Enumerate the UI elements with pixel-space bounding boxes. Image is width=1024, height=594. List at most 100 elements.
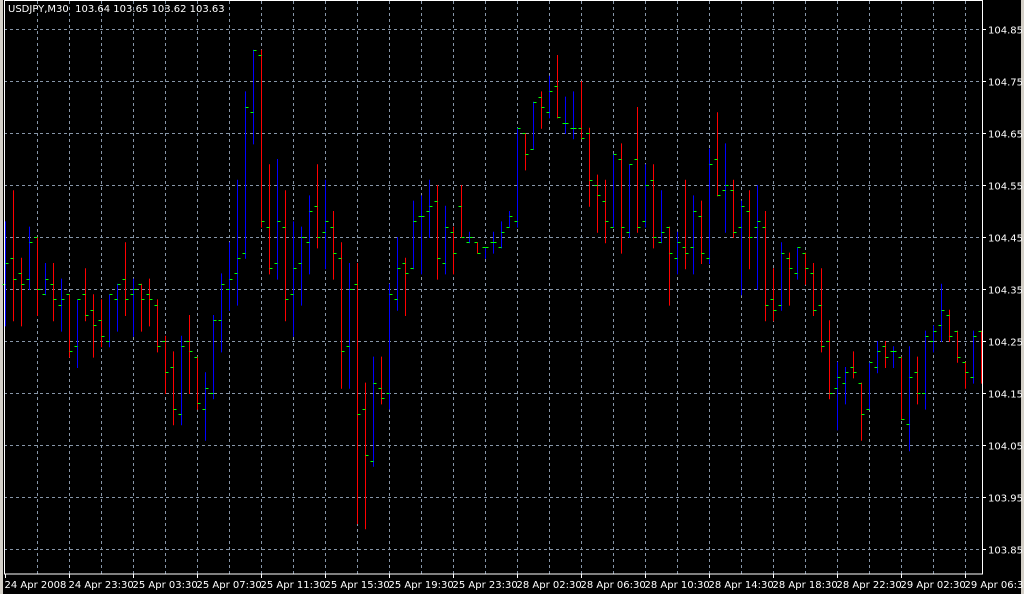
ohlc-bar	[114, 283, 121, 332]
ohlc-bar	[874, 341, 881, 374]
ohlc-bar	[394, 237, 401, 311]
ohlc-bar	[626, 164, 633, 238]
ohlc-bar	[562, 96, 569, 134]
ohlc-bar	[90, 294, 97, 358]
x-tick-label: 25 Apr 15:30	[325, 580, 390, 591]
ohlc-bar	[754, 185, 761, 290]
ohlc-bar	[530, 101, 537, 150]
x-tick-label: 28 Apr 10:30	[645, 580, 710, 591]
ohlc-bar	[346, 263, 353, 389]
window-frame-right	[1021, 0, 1024, 594]
ohlc-bar	[258, 49, 265, 228]
ohlc-bar	[834, 361, 841, 431]
ohlc-bar	[410, 200, 417, 270]
ohlc-bar	[298, 226, 305, 306]
ohlc-bar	[938, 283, 945, 342]
ohlc-bar	[26, 226, 33, 290]
ohlc-bar	[698, 200, 705, 264]
ohlc-bar	[946, 309, 953, 342]
ohlc-bar	[666, 226, 673, 306]
ohlc-bar	[842, 367, 849, 405]
x-tick-label: 28 Apr 18:30	[773, 580, 838, 591]
ohlc-bar	[66, 294, 73, 358]
x-tick-label: 25 Apr 11:30	[261, 580, 326, 591]
x-tick-label: 29 Apr 06:30	[965, 580, 1024, 591]
ohlc-bar	[658, 190, 665, 244]
y-tick-label: 104.15	[988, 390, 1023, 401]
ohlc-bar	[282, 190, 289, 322]
ohlc-bar	[154, 299, 161, 353]
x-tick-label: 25 Apr 19:30	[389, 580, 454, 591]
ohlc-bar	[170, 351, 177, 426]
ohlc-bar	[906, 346, 913, 452]
ohlc-bar	[218, 273, 225, 353]
ohlc-bar	[810, 263, 817, 316]
grid	[4, 1, 982, 574]
window-frame-left	[0, 0, 3, 594]
ohlc-bar	[274, 159, 281, 280]
ohlc-bar	[722, 143, 729, 233]
ohlc-bar	[178, 335, 185, 426]
ohlc-bar	[306, 195, 313, 275]
y-tick-label: 104.85	[988, 26, 1023, 37]
ohlc-bar	[418, 195, 425, 275]
ohlc-bar	[338, 242, 345, 389]
ohlc-bar	[706, 148, 713, 264]
ohlc-bar	[330, 211, 337, 280]
axes: 104.85 104.75 104.65 104.55 104.45 104.35 104.…	[4, 0, 1024, 591]
ohlc-bar	[194, 356, 201, 410]
y-tick-label: 104.55	[988, 182, 1023, 193]
ohlc-bar	[202, 372, 209, 441]
ohlc-bar	[634, 107, 641, 233]
ohlc-bar	[586, 127, 593, 207]
ohlc-bar	[98, 299, 105, 348]
ohlc-bar	[914, 356, 921, 405]
ohlc-bar	[802, 252, 809, 285]
ohlc-bar	[106, 294, 113, 348]
ohlc-bar	[2, 221, 9, 327]
ohlc-bar	[514, 127, 521, 228]
ohlc-bar	[850, 351, 857, 379]
y-tick-label: 104.65	[988, 130, 1023, 141]
ohlc-bar	[234, 179, 241, 306]
chart-header: USDJPY,M30 103.64 103.65 103.62 103.63	[8, 4, 225, 15]
ohlc-bar	[362, 382, 369, 530]
ohlc-bar	[402, 257, 409, 316]
ohlc-bar	[426, 179, 433, 238]
ohlc-bar	[594, 174, 601, 233]
ohlc-bar	[42, 263, 49, 296]
ohlc-bar	[450, 226, 457, 275]
ohlc-bar	[34, 237, 41, 316]
ohlc-bar	[866, 361, 873, 410]
x-tick-label: 28 Apr 02:30	[517, 580, 582, 591]
ohlc-bar	[546, 75, 553, 119]
ohlc-bar	[506, 211, 513, 228]
ohlc-bar	[610, 153, 617, 228]
ohlc-bar	[266, 164, 273, 275]
ohlc-bar	[226, 242, 233, 311]
ohlc-bar	[210, 315, 217, 400]
ohlc-bar	[458, 185, 465, 238]
x-tick-label: 24 Apr 23:30	[69, 580, 134, 591]
ohlc-bar	[250, 49, 257, 145]
ohlc-bar	[786, 252, 793, 306]
ohlc-bar	[138, 283, 145, 332]
ohlc-bar	[442, 205, 449, 275]
ohlc-bar	[314, 164, 321, 249]
ohlc-bar	[762, 211, 769, 322]
ohlc-bar	[554, 55, 561, 119]
ohlc-bar	[962, 361, 969, 389]
ohlc-bar	[738, 200, 745, 296]
ohlc-bar	[650, 164, 657, 249]
ohlc-bar	[890, 346, 897, 368]
bars	[2, 49, 982, 530]
ohlc-bar	[354, 263, 361, 524]
ohlc-bar	[578, 81, 585, 140]
ohlc-bar	[10, 190, 17, 322]
ohlc-bar	[602, 179, 609, 244]
ohlc-bar	[186, 315, 193, 394]
y-tick-label: 104.25	[988, 338, 1023, 349]
ohlc-bar	[474, 242, 481, 254]
ohlc-bar	[618, 143, 625, 254]
